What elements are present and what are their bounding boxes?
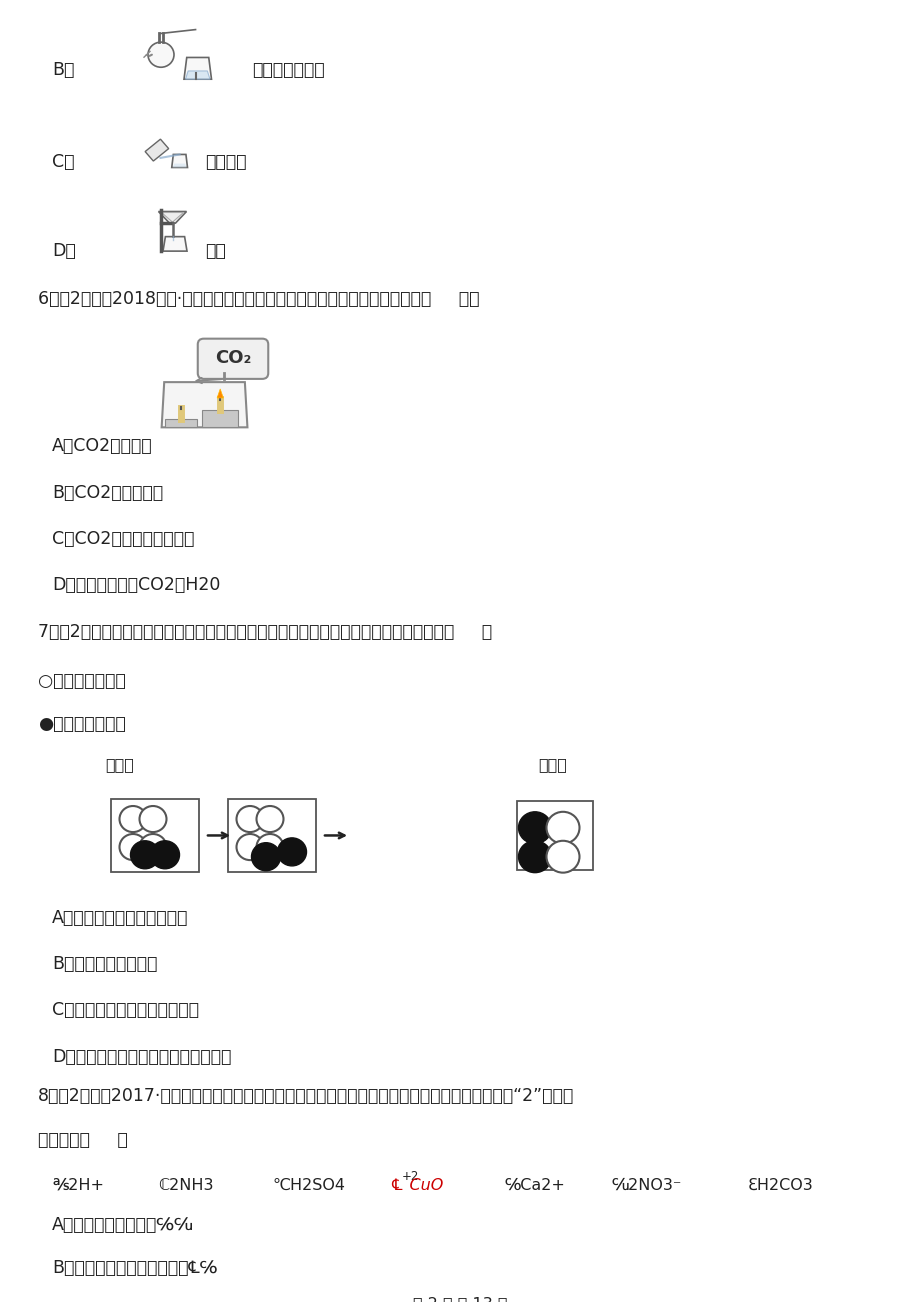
Circle shape (546, 812, 579, 844)
Text: C．: C． (52, 154, 74, 172)
Text: B．该反应为置换反应: B．该反应为置换反应 (52, 954, 157, 973)
Text: 检查装置气密性: 检查装置气密性 (252, 60, 324, 78)
Text: D．反应前是混合物，反应后是纯净物: D．反应前是混合物，反应后是纯净物 (52, 1048, 231, 1065)
Text: 6．（2分）（2018九上·门头沟月考）根据下图所示实验，不能得到的结论是（     ）。: 6．（2分）（2018九上·门头沟月考）根据下图所示实验，不能得到的结论是（ ）… (38, 290, 479, 309)
Bar (111, 799, 199, 871)
Circle shape (546, 841, 579, 872)
Text: C．化学反应中分子可分为原子: C．化学反应中分子可分为原子 (52, 1001, 199, 1019)
Text: 第 2 页 共 13 页: 第 2 页 共 13 页 (413, 1297, 506, 1302)
Circle shape (119, 806, 146, 832)
Circle shape (236, 806, 263, 832)
Circle shape (278, 838, 306, 866)
Text: B．CO2不支持燃烧: B．CO2不支持燃烧 (52, 483, 163, 501)
Bar (165, 419, 198, 427)
Text: ℆2NO3⁻: ℆2NO3⁻ (611, 1177, 682, 1193)
Text: 8．（2分）（2017·陕西模拟）在化学王国里，数字被赋予了丰富的内涵。对下列化学用语中数字“2”的说法: 8．（2分）（2017·陕西模拟）在化学王国里，数字被赋予了丰富的内涵。对下列化… (38, 1087, 573, 1105)
Text: 过滤: 过滤 (205, 242, 225, 260)
Circle shape (119, 835, 146, 861)
Text: ℂ2NH3: ℂ2NH3 (158, 1177, 213, 1193)
Text: 7．（2分）下图是某个化学反应的微观模拟示意图。从图中获得的有关信息不正确的是（     ）: 7．（2分）下图是某个化学反应的微观模拟示意图。从图中获得的有关信息不正确的是（… (38, 622, 492, 641)
Text: D．: D． (52, 242, 75, 260)
Text: B．: B． (52, 60, 74, 78)
Circle shape (148, 42, 174, 68)
Text: 反应前: 反应前 (105, 758, 134, 772)
Polygon shape (163, 237, 187, 251)
Circle shape (518, 841, 550, 872)
Text: ℅Ca2+: ℅Ca2+ (505, 1177, 565, 1193)
Text: ℃H2SO4: ℃H2SO4 (272, 1177, 345, 1193)
Polygon shape (173, 164, 187, 168)
Text: D．蜡烛燃烧生成CO2和H20: D．蜡烛燃烧生成CO2和H20 (52, 577, 221, 594)
Polygon shape (186, 70, 210, 79)
Circle shape (130, 841, 159, 868)
Polygon shape (162, 381, 247, 427)
Polygon shape (217, 389, 223, 398)
Bar (516, 801, 593, 870)
Circle shape (256, 806, 283, 832)
Circle shape (251, 842, 280, 871)
Text: ℄ ​CuO: ℄ ​CuO (390, 1177, 443, 1193)
Circle shape (256, 835, 283, 861)
Text: ●表示另一种原子: ●表示另一种原子 (38, 715, 126, 733)
Text: 倾倒液体: 倾倒液体 (205, 154, 246, 172)
Polygon shape (184, 57, 211, 79)
Circle shape (151, 841, 179, 868)
FancyBboxPatch shape (198, 339, 268, 379)
FancyBboxPatch shape (145, 139, 168, 161)
Polygon shape (172, 155, 187, 168)
Text: A．反应前后原子的个数不变: A．反应前后原子的个数不变 (52, 909, 188, 927)
Text: 反应后: 反应后 (538, 758, 566, 772)
Circle shape (140, 835, 166, 861)
Text: 正确的是（     ）: 正确的是（ ） (38, 1130, 128, 1148)
Circle shape (236, 835, 263, 861)
Text: CO₂: CO₂ (215, 349, 251, 367)
Text: A．CO2不能燃烧: A．CO2不能燃烧 (52, 437, 153, 456)
Polygon shape (158, 211, 187, 223)
Text: +2: +2 (402, 1170, 419, 1184)
Text: ℇH2CO3: ℇH2CO3 (747, 1177, 813, 1193)
Text: C．CO2的密度比空气的大: C．CO2的密度比空气的大 (52, 530, 194, 548)
Polygon shape (162, 212, 183, 223)
Text: A．表示离子个数的是℅℆: A．表示离子个数的是℅℆ (52, 1216, 193, 1234)
Circle shape (140, 806, 166, 832)
Bar (228, 799, 315, 871)
Text: B．表示离子所带电荷数的是℄℅: B．表示离子所带电荷数的是℄℅ (52, 1259, 217, 1277)
Text: ℁2H+: ℁2H+ (52, 1177, 104, 1193)
Text: ○表示一种原子，: ○表示一种原子， (38, 672, 126, 690)
Circle shape (518, 812, 550, 844)
Bar (202, 410, 238, 427)
